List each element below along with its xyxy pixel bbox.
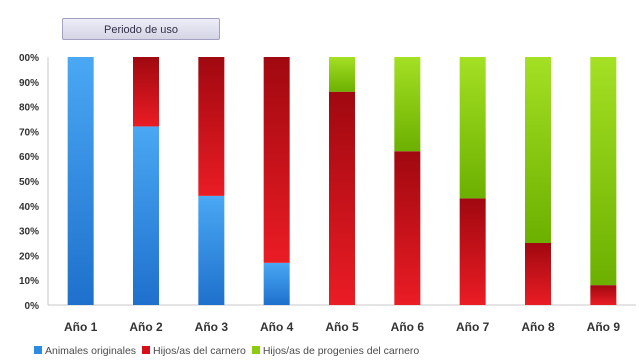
y-tick-label: 60% — [19, 152, 39, 163]
bar-segment-3-cat-7 — [459, 57, 486, 199]
y-tick-label: 00% — [19, 53, 39, 64]
x-category-label: Año 8 — [521, 320, 555, 334]
y-tick-label: 70% — [19, 127, 39, 138]
legend-swatch — [142, 346, 151, 354]
x-category-label: Año 6 — [391, 320, 425, 334]
category-labels: Año 1 Año 2 Año 3 Año 4 Año 5 Año 6 Año 7 Año 8… — [64, 320, 620, 334]
legend-label: Hijos/as de progenies del carnero — [262, 345, 420, 357]
y-tick-label: 80% — [19, 103, 39, 114]
y-tick-label: 40% — [19, 202, 39, 213]
bar-segment-2-cat-2 — [133, 57, 159, 127]
bar-segment-2-cat-9 — [590, 285, 617, 305]
legend-label: Hijos/as del carnero — [153, 345, 246, 357]
y-tick-label: 50% — [19, 177, 39, 188]
y-tick-label: 20% — [19, 251, 39, 262]
bar-segment-3-cat-6 — [394, 57, 421, 152]
bar-segment-1-cat-3 — [198, 195, 225, 305]
legend-swatch — [251, 346, 260, 354]
bar-segment-2-cat-4 — [263, 57, 290, 263]
bar-segment-3-cat-5 — [329, 57, 355, 92]
bar-segment-1-cat-4 — [263, 262, 290, 305]
bars — [67, 57, 617, 305]
x-category-label: Año 7 — [456, 320, 490, 334]
bar-segment-2-cat-7 — [459, 198, 486, 305]
chart-title-button: Periodo de uso — [62, 18, 220, 40]
legend-swatch — [34, 346, 42, 354]
bar-segment-2-cat-5 — [329, 91, 355, 305]
bar-segment-2-cat-6 — [394, 151, 421, 305]
x-category-label: Año 9 — [587, 320, 621, 334]
y-tick-label: 30% — [19, 227, 39, 238]
bar-segment-1-cat-1 — [67, 57, 94, 305]
bar-segment-3-cat-9 — [590, 57, 617, 286]
y-tick-label: 0% — [25, 301, 40, 312]
bar-segment-2-cat-3 — [198, 57, 225, 196]
x-category-label: Año 2 — [129, 320, 163, 334]
bar-segment-1-cat-2 — [133, 126, 159, 305]
bar-segment-2-cat-8 — [525, 243, 551, 305]
y-tick-labels: 0% 10% 20% 30% 40% 50% 60% 70% 80% 90% 00% — [19, 53, 39, 312]
y-tick-label: 10% — [19, 276, 39, 287]
legend-item: Animales originales — [34, 345, 136, 357]
x-category-label: Año 5 — [325, 320, 359, 334]
x-category-label: Año 4 — [260, 320, 294, 334]
legend: Animales originales Hijos/as del carnero H… — [34, 345, 634, 357]
bar-segment-3-cat-8 — [525, 57, 551, 243]
legend-item: Hijos/as del carnero — [142, 345, 246, 357]
legend-label: Animales originales — [45, 345, 137, 357]
x-category-label: Año 1 — [64, 320, 98, 334]
x-category-label: Año 3 — [195, 320, 229, 334]
y-tick-label: 90% — [19, 78, 39, 89]
legend-item: Hijos/as de progenies del carnero — [251, 345, 420, 357]
